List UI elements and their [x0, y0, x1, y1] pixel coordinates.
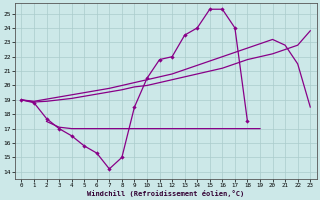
X-axis label: Windchill (Refroidissement éolien,°C): Windchill (Refroidissement éolien,°C) — [87, 190, 244, 197]
